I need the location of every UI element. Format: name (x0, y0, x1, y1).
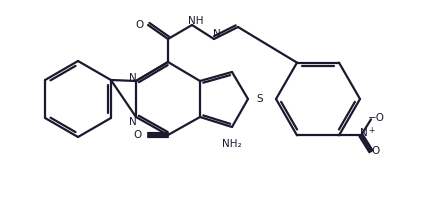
Text: N: N (129, 117, 137, 127)
Text: O: O (136, 20, 144, 30)
Text: NH: NH (188, 16, 204, 26)
Text: S: S (256, 94, 262, 104)
Text: N: N (360, 128, 368, 138)
Text: O: O (372, 146, 380, 156)
Text: N: N (129, 73, 137, 83)
Text: O: O (134, 130, 142, 140)
Text: NH₂: NH₂ (222, 139, 242, 149)
Text: +: + (368, 126, 374, 135)
Text: N: N (213, 29, 221, 39)
Text: −O: −O (368, 113, 384, 123)
